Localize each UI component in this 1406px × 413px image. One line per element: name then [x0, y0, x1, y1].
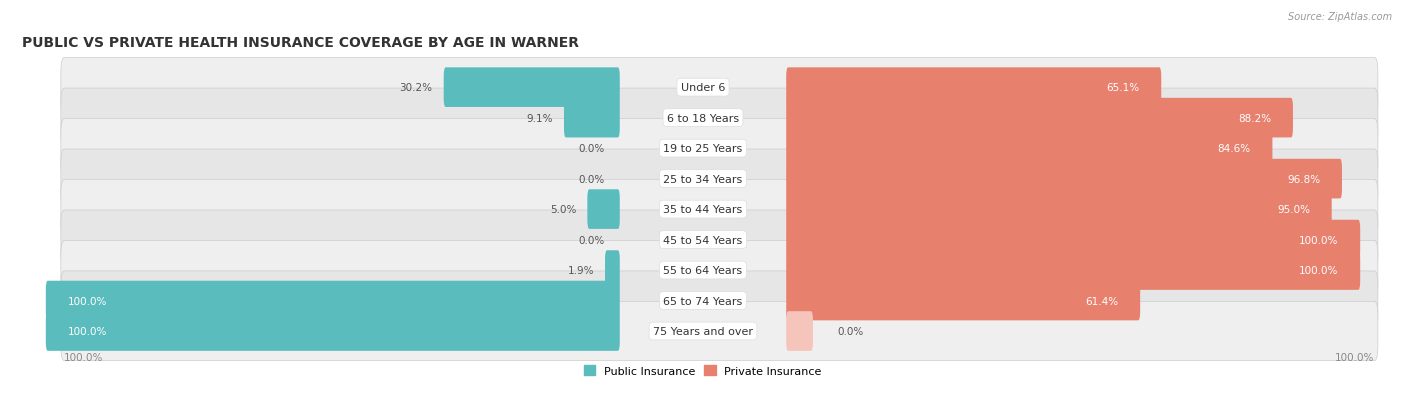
FancyBboxPatch shape — [786, 190, 1331, 229]
FancyBboxPatch shape — [786, 68, 1161, 108]
FancyBboxPatch shape — [60, 241, 1378, 300]
Text: 0.0%: 0.0% — [837, 326, 863, 336]
Text: 45 to 54 Years: 45 to 54 Years — [664, 235, 742, 245]
Text: Source: ZipAtlas.com: Source: ZipAtlas.com — [1288, 12, 1392, 22]
Text: 88.2%: 88.2% — [1239, 113, 1271, 123]
FancyBboxPatch shape — [60, 119, 1378, 178]
Text: 1.9%: 1.9% — [568, 266, 593, 275]
Text: 9.1%: 9.1% — [526, 113, 553, 123]
FancyBboxPatch shape — [786, 129, 1272, 169]
Text: 75 Years and over: 75 Years and over — [652, 326, 754, 336]
Text: 25 to 34 Years: 25 to 34 Years — [664, 174, 742, 184]
FancyBboxPatch shape — [60, 271, 1378, 330]
Text: 100.0%: 100.0% — [1299, 235, 1339, 245]
Text: 100.0%: 100.0% — [67, 296, 107, 306]
Text: 61.4%: 61.4% — [1085, 296, 1119, 306]
Text: 100.0%: 100.0% — [1299, 266, 1339, 275]
Text: 100.0%: 100.0% — [65, 352, 104, 362]
Text: PUBLIC VS PRIVATE HEALTH INSURANCE COVERAGE BY AGE IN WARNER: PUBLIC VS PRIVATE HEALTH INSURANCE COVER… — [21, 36, 578, 50]
FancyBboxPatch shape — [60, 180, 1378, 239]
Text: 0.0%: 0.0% — [578, 144, 605, 154]
FancyBboxPatch shape — [60, 150, 1378, 209]
Text: 84.6%: 84.6% — [1218, 144, 1251, 154]
Text: 96.8%: 96.8% — [1288, 174, 1320, 184]
Text: 0.0%: 0.0% — [578, 174, 605, 184]
FancyBboxPatch shape — [605, 251, 620, 290]
FancyBboxPatch shape — [786, 220, 1360, 260]
FancyBboxPatch shape — [60, 59, 1378, 117]
Text: 100.0%: 100.0% — [67, 326, 107, 336]
FancyBboxPatch shape — [786, 159, 1341, 199]
FancyBboxPatch shape — [564, 99, 620, 138]
Text: 65.1%: 65.1% — [1107, 83, 1140, 93]
Text: 100.0%: 100.0% — [1336, 352, 1375, 362]
FancyBboxPatch shape — [588, 190, 620, 229]
Legend: Public Insurance, Private Insurance: Public Insurance, Private Insurance — [579, 361, 827, 380]
Text: 6 to 18 Years: 6 to 18 Years — [666, 113, 740, 123]
FancyBboxPatch shape — [786, 311, 813, 351]
Text: 65 to 74 Years: 65 to 74 Years — [664, 296, 742, 306]
FancyBboxPatch shape — [60, 211, 1378, 269]
Text: 30.2%: 30.2% — [399, 83, 433, 93]
FancyBboxPatch shape — [60, 89, 1378, 148]
FancyBboxPatch shape — [444, 68, 620, 108]
Text: Under 6: Under 6 — [681, 83, 725, 93]
Text: 35 to 44 Years: 35 to 44 Years — [664, 204, 742, 215]
FancyBboxPatch shape — [786, 281, 1140, 320]
FancyBboxPatch shape — [46, 311, 620, 351]
FancyBboxPatch shape — [46, 281, 620, 320]
FancyBboxPatch shape — [60, 302, 1378, 361]
Text: 95.0%: 95.0% — [1277, 204, 1310, 215]
Text: 0.0%: 0.0% — [578, 235, 605, 245]
FancyBboxPatch shape — [786, 251, 1360, 290]
Text: 19 to 25 Years: 19 to 25 Years — [664, 144, 742, 154]
FancyBboxPatch shape — [786, 99, 1294, 138]
Text: 55 to 64 Years: 55 to 64 Years — [664, 266, 742, 275]
Text: 5.0%: 5.0% — [550, 204, 576, 215]
